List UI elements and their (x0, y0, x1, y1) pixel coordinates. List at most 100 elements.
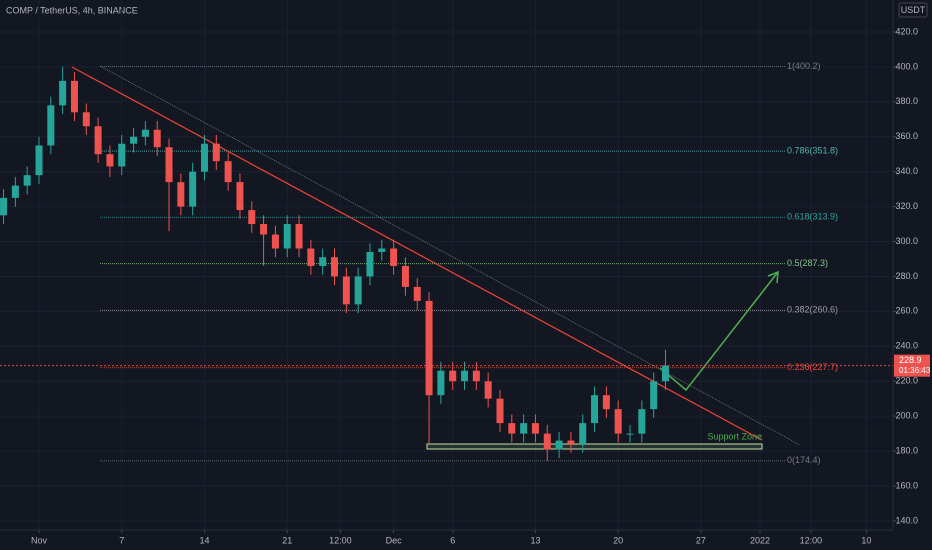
candle-body (260, 224, 268, 235)
y-tick-label: 180.0 (895, 445, 918, 455)
y-tick-label: 400.0 (895, 61, 918, 71)
x-tick-label: 27 (696, 535, 706, 545)
chart-title: COMP / TetherUS, 4h, BINANCE (6, 5, 138, 15)
candle-body (602, 395, 610, 410)
x-tick-label: 12:00 (329, 535, 352, 545)
candle-body (248, 210, 256, 225)
candle-body (543, 433, 551, 450)
candle-body (413, 286, 421, 301)
candle-body (425, 300, 433, 396)
y-tick-label: 360.0 (895, 131, 918, 141)
candle-body (177, 182, 185, 207)
candle-body (331, 257, 339, 277)
last-price-box (894, 354, 930, 377)
candle-body (342, 276, 350, 305)
y-tick-label: 220.0 (895, 376, 918, 386)
x-tick-label: 2022 (750, 535, 770, 545)
countdown: 01:36:43 (899, 366, 931, 375)
y-tick-label: 380.0 (895, 96, 918, 106)
x-tick-label: 6 (450, 535, 455, 545)
candle-body (130, 136, 138, 144)
x-tick-label: Dec (386, 535, 403, 545)
support-zone-label: Support Zone (707, 431, 762, 441)
candle-body (496, 398, 504, 424)
x-tick-label: 21 (282, 535, 292, 545)
y-tick-label: 300.0 (895, 236, 918, 246)
candle-body (555, 440, 563, 450)
x-tick-label: 12:00 (800, 535, 823, 545)
fib-label: 0.236(227.7) (787, 362, 838, 372)
candle-body (661, 365, 669, 382)
candle-body (118, 143, 126, 167)
y-tick-label: 160.0 (895, 480, 918, 490)
candle-body (614, 409, 622, 434)
candle-body (106, 154, 114, 167)
last-price-label: 228.9 (899, 355, 922, 365)
candle-body (650, 381, 658, 410)
y-tick-label: 280.0 (895, 271, 918, 281)
candle-body (200, 143, 208, 172)
x-tick-label: 10 (861, 535, 871, 545)
x-tick-label: 14 (199, 535, 209, 545)
x-tick-label: Nov (31, 535, 48, 545)
candle-body (141, 129, 149, 137)
currency-box (898, 2, 928, 18)
candle-body (626, 433, 634, 435)
fib-label: 0.618(313.9) (787, 212, 838, 222)
candle-body (165, 147, 173, 183)
candle-body (212, 143, 220, 162)
candle-body (638, 409, 646, 434)
candle-body (461, 370, 469, 382)
candle-body (0, 197, 8, 216)
candle-body (449, 370, 457, 382)
candle-body (189, 171, 197, 207)
fib-label: 0(174.4) (787, 455, 821, 465)
candle-body (579, 423, 587, 445)
candle-body (23, 175, 31, 186)
trend-line (71, 66, 763, 441)
candle-body (567, 440, 575, 445)
candle-body (401, 265, 409, 287)
candle-body (153, 129, 161, 148)
candle-body (59, 80, 67, 106)
candle-body (437, 370, 445, 396)
candle-body (531, 423, 539, 434)
x-tick-label: 13 (530, 535, 540, 545)
candle-body (319, 257, 327, 266)
support-zone (426, 443, 763, 450)
candle-body (94, 126, 102, 155)
candle-body (472, 370, 480, 382)
fib-label: 0.5(287.3) (787, 258, 828, 268)
candle-body (366, 251, 374, 277)
arrow-head (767, 270, 779, 284)
x-tick-label: 7 (119, 535, 124, 545)
y-tick-label: 140.0 (895, 515, 918, 525)
candle-body (47, 105, 55, 146)
candle-body (271, 234, 279, 249)
candle-body (283, 224, 291, 249)
candle-body (295, 224, 303, 249)
candle-body (35, 145, 43, 176)
fib-label: 0.786(351.8) (787, 145, 838, 155)
currency: USDT (901, 5, 926, 15)
fib-label: 0.382(260.6) (787, 305, 838, 315)
candle-body (390, 248, 398, 266)
candle-body (484, 381, 492, 399)
candle-body (520, 423, 528, 434)
y-tick-label: 320.0 (895, 201, 918, 211)
y-tick-label: 260.0 (895, 306, 918, 316)
fib-label: 1(400.2) (787, 61, 821, 71)
x-tick-label: 20 (613, 535, 623, 545)
y-tick-label: 420.0 (895, 26, 918, 36)
candle-body (82, 112, 90, 127)
candle-body (354, 276, 362, 305)
candle-body (11, 185, 19, 198)
candle-body (591, 395, 599, 424)
y-tick-label: 340.0 (895, 166, 918, 176)
channel-line (99, 65, 801, 446)
candle-body (236, 182, 244, 211)
candle-body (307, 248, 315, 266)
candle-body (378, 248, 386, 252)
